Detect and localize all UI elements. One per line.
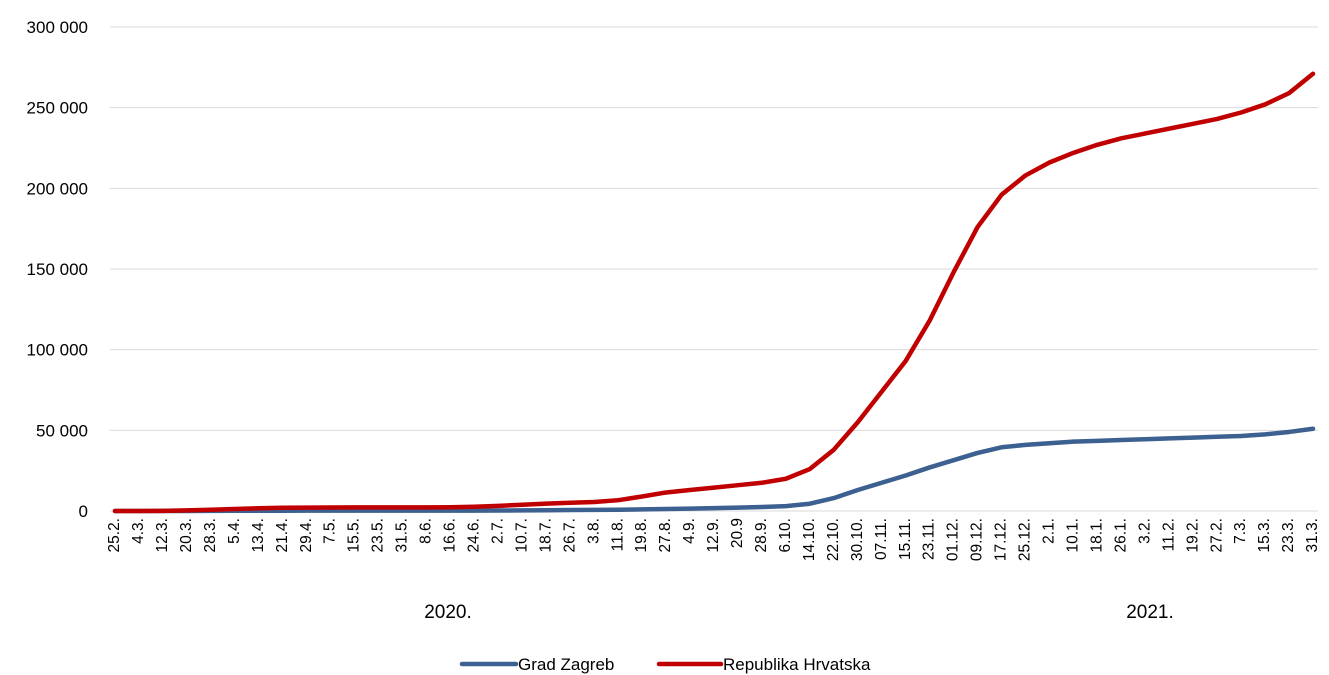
x-tick-label: 30.10. (849, 518, 866, 561)
x-tick-label: 6.10. (777, 518, 794, 552)
y-tick-label: 50 000 (36, 421, 88, 440)
x-tick-label: 18.1. (1088, 518, 1105, 552)
y-tick-label: 300 000 (27, 18, 88, 37)
x-tick-label: 23.3. (1280, 518, 1297, 552)
x-tick-label: 11.8. (609, 518, 626, 551)
x-tick-label: 10.1. (1064, 518, 1081, 552)
x-tick-label: 20.9 (729, 518, 746, 548)
y-tick-label: 200 000 (27, 179, 88, 198)
legend-label: Republika Hrvatska (723, 655, 871, 674)
x-tick-label: 11.2. (1160, 518, 1177, 551)
legend-label: Grad Zagreb (518, 655, 614, 674)
y-tick-label: 150 000 (27, 260, 88, 279)
x-tick-label: 31.5. (394, 518, 411, 552)
x-tick-label: 28.9. (753, 518, 770, 552)
x-tick-label: 3.8. (585, 518, 602, 544)
series-line-grad-zagreb (112, 426, 1316, 514)
legend-item: Grad Zagreb (459, 655, 614, 674)
x-tick-label: 27.2. (1208, 518, 1225, 552)
y-tick-label: 100 000 (27, 341, 88, 360)
x-tick-label: 27.8. (657, 518, 674, 552)
legend-item: Republika Hrvatska (656, 655, 871, 674)
x-tick-label: 10.7. (513, 518, 530, 552)
x-tick-label: 8.6. (418, 518, 435, 544)
year-label: 2021. (1126, 602, 1174, 623)
x-tick-label: 12.9. (705, 518, 722, 552)
x-tick-label: 20.3. (178, 518, 195, 552)
x-tick-label: 16.6. (442, 518, 459, 552)
x-tick-label: 09.12. (969, 518, 986, 561)
x-tick-label: 01.12. (945, 518, 962, 561)
x-tick-label: 26.7. (561, 518, 578, 552)
x-tick-label: 15.3. (1256, 518, 1273, 552)
x-tick-label: 4.3. (130, 518, 147, 544)
x-tick-label: 7.3. (1232, 518, 1249, 544)
year-labels: 2020. 2021. (424, 602, 1174, 623)
x-tick-label: 7.5. (322, 518, 339, 544)
x-tick-label: 28.3. (202, 518, 219, 552)
y-axis: 0 50 000 100 000 150 000 200 000 250 000 300 0… (27, 18, 88, 521)
x-tick-label: 29.4. (298, 518, 315, 552)
x-tick-label: 25.12. (1017, 518, 1034, 561)
x-tick-label: 22.10. (825, 518, 842, 561)
x-tick-label: 3.2. (1136, 518, 1153, 544)
x-tick-label: 17.12. (993, 518, 1010, 561)
x-tick-label: 19.8. (633, 518, 650, 552)
year-label: 2020. (424, 602, 472, 623)
x-tick-label: 26.1. (1112, 518, 1129, 552)
y-tick-label: 250 000 (27, 99, 88, 118)
x-tick-label: 07.11. (873, 518, 890, 560)
x-tick-label: 23.5. (370, 518, 387, 552)
x-tick-label: 2.1. (1041, 518, 1058, 544)
x-tick-label: 5.4. (226, 518, 243, 544)
series-lines (112, 71, 1316, 514)
x-tick-label: 13.4. (250, 518, 267, 552)
x-tick-label: 23.11. (921, 518, 938, 560)
x-tick-label: 21.4. (274, 518, 291, 552)
gridlines (110, 26, 1318, 431)
x-tick-label: 24.6. (465, 518, 482, 552)
x-tick-label: 15.5. (346, 518, 363, 552)
x-tick-label: 14.10. (801, 518, 818, 561)
series-line-republika-hrvatska (112, 71, 1316, 514)
x-tick-label: 18.7. (537, 518, 554, 552)
x-tick-label: 19.2. (1184, 518, 1201, 552)
x-axis: 25.2. 4.3. 12.3. 20.3. 28.3. 5.4. 13.4. 21.4. 29… (106, 518, 1321, 561)
x-tick-label: 4.9. (681, 518, 698, 544)
x-tick-label: 2.7. (489, 518, 506, 544)
legend: Grad Zagreb Republika Hrvatska (459, 655, 871, 674)
x-tick-label: 31.3. (1304, 518, 1321, 552)
y-tick-label: 0 (79, 502, 88, 521)
x-tick-label: 15.11. (897, 518, 914, 560)
x-tick-label: 12.3. (154, 518, 171, 552)
x-tick-label: 25.2. (106, 518, 123, 552)
